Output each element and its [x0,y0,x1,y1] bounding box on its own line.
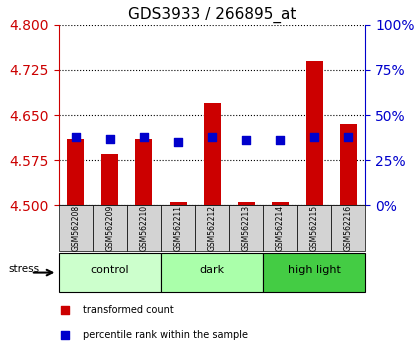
Text: GSM562216: GSM562216 [344,205,353,251]
Bar [272,202,289,205]
FancyBboxPatch shape [297,205,331,251]
Text: percentile rank within the sample: percentile rank within the sample [83,330,248,339]
Text: control: control [91,266,129,275]
Text: GSM562209: GSM562209 [105,205,114,251]
FancyBboxPatch shape [331,205,365,251]
FancyBboxPatch shape [161,205,195,251]
Point [175,139,181,145]
Text: GSM562212: GSM562212 [207,205,217,251]
Point [141,134,147,139]
Point [62,332,68,337]
FancyBboxPatch shape [229,205,263,251]
FancyBboxPatch shape [161,253,263,292]
FancyBboxPatch shape [195,205,229,251]
FancyBboxPatch shape [93,205,127,251]
Bar [204,103,220,205]
Title: GDS3933 / 266895_at: GDS3933 / 266895_at [128,7,296,23]
Text: GSM562208: GSM562208 [71,205,80,251]
Point [277,137,284,143]
Point [107,136,113,141]
Point [243,137,249,143]
FancyBboxPatch shape [59,253,161,292]
Text: stress: stress [8,264,39,274]
Bar [135,139,152,205]
Text: GSM562210: GSM562210 [139,205,148,251]
Bar [238,202,255,205]
Point [311,134,318,139]
Bar [101,154,118,205]
FancyBboxPatch shape [263,253,365,292]
Point [73,134,79,139]
Text: GSM562213: GSM562213 [241,205,251,251]
Bar [170,202,186,205]
Text: GSM562215: GSM562215 [310,205,319,251]
Text: dark: dark [200,266,225,275]
FancyBboxPatch shape [59,205,93,251]
Point [209,134,215,139]
FancyBboxPatch shape [263,205,297,251]
FancyBboxPatch shape [127,205,161,251]
Text: GSM562214: GSM562214 [276,205,285,251]
Bar [306,61,323,205]
Text: high light: high light [288,266,341,275]
Point [345,134,352,139]
Text: GSM562211: GSM562211 [173,205,183,251]
Text: transformed count: transformed count [83,305,174,315]
Bar [340,124,357,205]
Bar [67,139,84,205]
Point [62,307,68,313]
